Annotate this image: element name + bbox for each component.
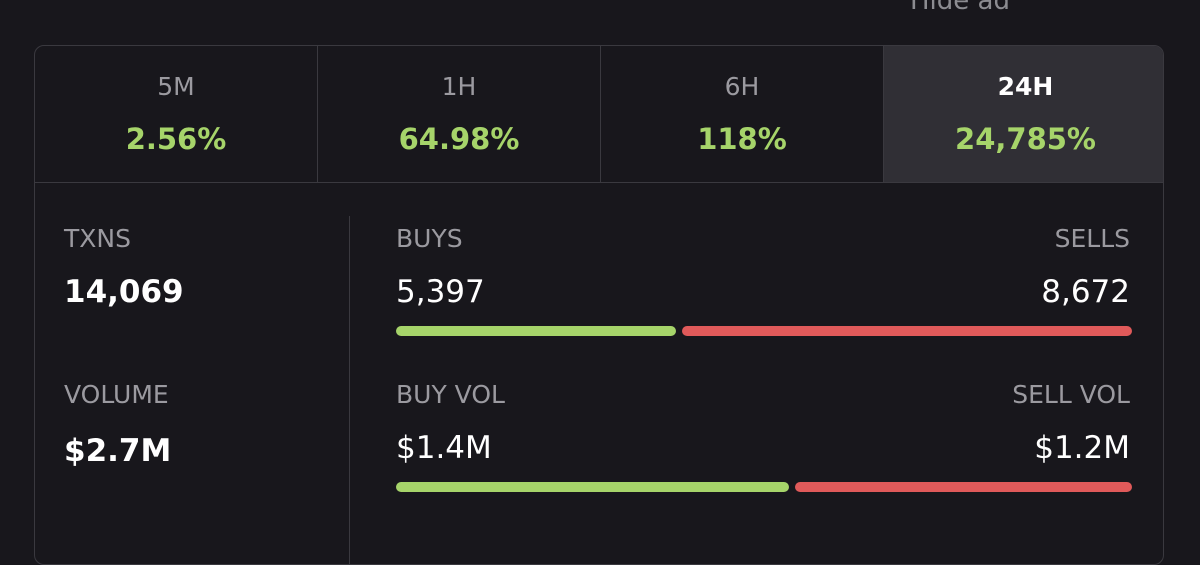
buy-bar bbox=[396, 326, 677, 336]
separator bbox=[35, 182, 1163, 183]
tab-change: 64.98% bbox=[398, 122, 520, 156]
tab-label: 5M bbox=[157, 72, 195, 101]
buy-bar bbox=[396, 482, 790, 492]
timeframe-tab[interactable]: 6H 118% bbox=[601, 46, 884, 182]
tab-label: 6H bbox=[724, 72, 760, 101]
buys-label: BUYS bbox=[396, 224, 463, 253]
tab-label: 1H bbox=[441, 72, 477, 101]
tab-label: 24H bbox=[997, 72, 1054, 101]
volume-value: $2.7M bbox=[64, 433, 172, 469]
tab-change: 2.56% bbox=[125, 122, 227, 156]
sell-bar bbox=[795, 482, 1132, 492]
tab-change: 24,785% bbox=[955, 122, 1096, 156]
txns-label: TXNS bbox=[64, 224, 131, 253]
buy-vol-value: $1.4M bbox=[396, 430, 492, 466]
sell-bar bbox=[682, 326, 1132, 336]
txns-value: 14,069 bbox=[64, 274, 184, 310]
stats-panel: 5M 2.56% 1H 64.98% 6H 118% 24H 24,785% TXNS 14,… bbox=[34, 45, 1164, 565]
sell-vol-value: $1.2M bbox=[1034, 430, 1130, 466]
sells-label: SELLS bbox=[1054, 224, 1130, 253]
buy-vol-label: BUY VOL bbox=[396, 380, 505, 409]
tab-change: 118% bbox=[697, 122, 787, 156]
sell-vol-label: SELL VOL bbox=[1012, 380, 1130, 409]
hide-ad-link[interactable]: Hide ad bbox=[910, 0, 1010, 16]
separator bbox=[349, 216, 350, 564]
volume-label: VOLUME bbox=[64, 380, 169, 409]
timeframe-tab[interactable]: 24H 24,785% bbox=[884, 46, 1163, 182]
sells-value: 8,672 bbox=[1041, 274, 1130, 310]
timeframe-tab[interactable]: 5M 2.56% bbox=[35, 46, 318, 182]
page: {"header": {"hide_ad": "Hide ad"}, "tabs… bbox=[34, 0, 1164, 565]
timeframe-tab[interactable]: 1H 64.98% bbox=[318, 46, 601, 182]
buys-value: 5,397 bbox=[396, 274, 485, 310]
